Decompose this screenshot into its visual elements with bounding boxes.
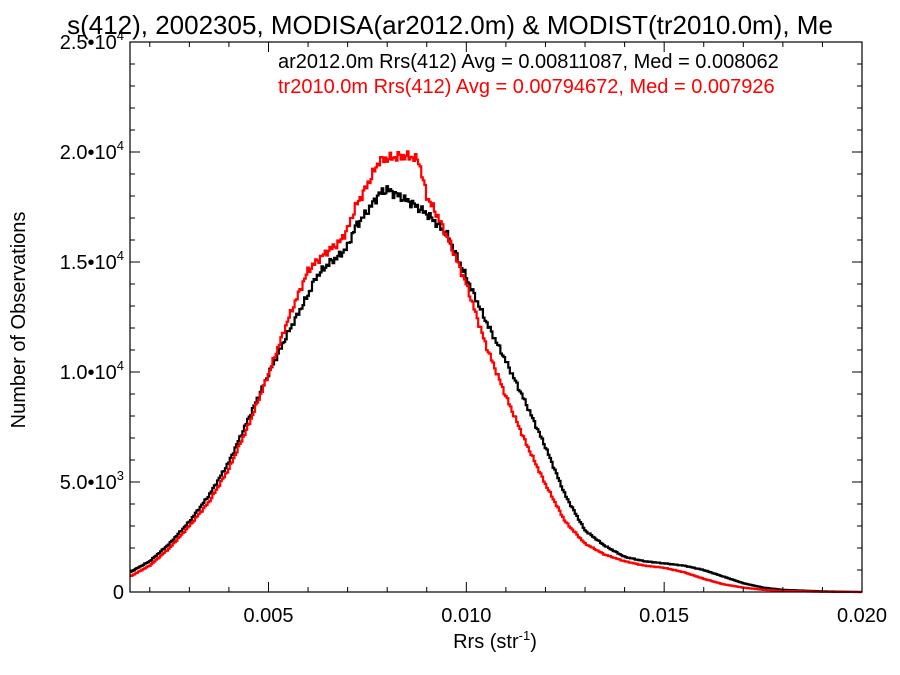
x-axis-label-superscript: -1 <box>519 628 531 643</box>
stats-annotation-2: tr2010.0m Rrs(412) Avg = 0.00794672, Med… <box>278 76 775 98</box>
y-tick-label: 1.0•104 <box>60 358 124 384</box>
y-tick-label: 2.0•104 <box>60 138 124 164</box>
y-tick-label-exponent: 3 <box>117 468 124 483</box>
y-tick-label-exponent: 4 <box>117 138 124 153</box>
y-tick-label-base: 2.0•10 <box>60 142 117 164</box>
x-tick-label: 0.010 <box>441 605 491 627</box>
legend-annotations: ar2012.0m Rrs(412) Avg = 0.00811087, Med… <box>278 51 779 98</box>
y-tick-label-exponent: 4 <box>117 248 124 263</box>
y-tick-label-exponent: 4 <box>117 28 124 43</box>
y-axis-label: Number of Observations <box>8 212 30 429</box>
series-line-2 <box>130 150 863 594</box>
y-tick-label: 1.5•104 <box>60 248 124 274</box>
y-tick-label: 2.5•104 <box>60 28 124 54</box>
x-tick-label: 0.015 <box>639 605 689 627</box>
y-tick-label-base: 0 <box>113 582 124 604</box>
x-tick-label: 0.005 <box>243 605 293 627</box>
plot-area-frame <box>129 41 863 593</box>
x-tick-label: 0.020 <box>837 605 887 627</box>
x-axis-label-text: Rrs (str <box>453 631 519 653</box>
x-axis-label-close: ) <box>530 631 537 653</box>
y-tick-label-base: 2.5•10 <box>60 32 117 54</box>
stats-annotation-1: ar2012.0m Rrs(412) Avg = 0.00811087, Med… <box>278 51 779 73</box>
y-tick-label-base: 1.5•10 <box>60 252 117 274</box>
x-axis-label: Rrs (str-1) <box>453 628 537 653</box>
y-tick-label-exponent: 4 <box>117 358 124 373</box>
series-line-1 <box>130 185 863 594</box>
series-layer <box>130 150 863 594</box>
y-tick-label-base: 1.0•10 <box>60 362 117 384</box>
x-axis: 0.005 0.010 0.015 0.020 <box>149 42 887 627</box>
y-tick-label: 0 <box>113 582 124 604</box>
chart-title: s(412), 2002305, MODISA(ar2012.0m) & MOD… <box>67 10 833 40</box>
y-tick-label: 5.0•103 <box>60 468 124 494</box>
y-tick-label-base: 5.0•10 <box>60 472 117 494</box>
